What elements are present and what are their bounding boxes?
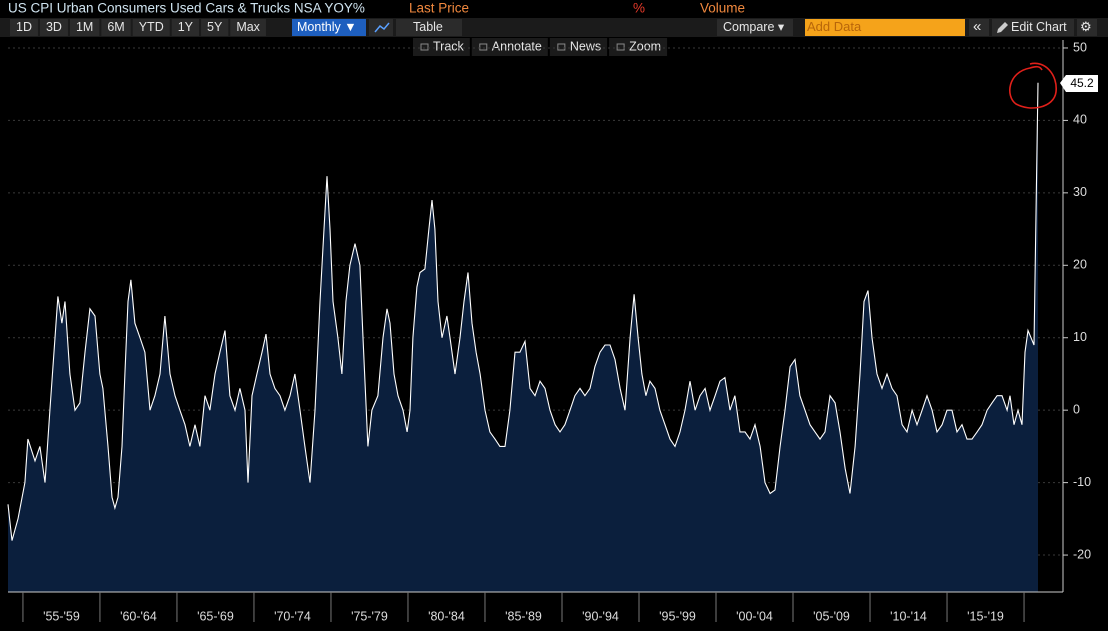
range-label: 1M	[76, 20, 93, 34]
add-data-placeholder: Add Data	[807, 19, 862, 34]
chart-type-icon	[374, 22, 390, 33]
x-tick-label: '70-'74	[274, 609, 311, 623]
area-fill	[8, 82, 1038, 592]
x-tick-label: '55-'59	[43, 609, 80, 623]
range-label: 5Y	[207, 20, 223, 34]
range-button[interactable]	[101, 19, 131, 36]
y-tick-label: 30	[1073, 185, 1087, 199]
table-label: Table	[413, 20, 443, 34]
x-tick-label: '80-'84	[428, 609, 465, 623]
x-tick-label: '75-'79	[351, 609, 388, 623]
security-title: US CPI Urban Consumers Used Cars & Truck…	[8, 1, 365, 16]
settings-icon: ⚙	[1080, 19, 1092, 34]
tool-button[interactable]	[549, 38, 608, 56]
x-tick-label: '60-'64	[120, 609, 157, 623]
legend-volume: Volume	[700, 1, 745, 16]
tool-button[interactable]	[609, 38, 668, 56]
last-value-label: 45.2	[1070, 76, 1094, 90]
y-tick-label: 20	[1073, 258, 1087, 272]
tool-button[interactable]	[413, 38, 470, 56]
range-button[interactable]	[132, 19, 170, 36]
x-tick-label: '15-'19	[967, 609, 1004, 623]
x-tick-label: '65-'69	[197, 609, 234, 623]
tool-label: Track	[433, 39, 465, 53]
compare-label: Compare ▾	[723, 20, 785, 34]
x-tick-label: '05-'09	[813, 609, 850, 623]
frequency-button[interactable]	[292, 19, 366, 36]
last-value-box	[1060, 75, 1098, 92]
edit-icon	[997, 22, 1008, 33]
range-button[interactable]	[201, 19, 229, 36]
add-data-input[interactable]	[805, 19, 965, 36]
tool-icon	[420, 43, 429, 51]
legend-entry: Last Price	[409, 1, 469, 16]
range-label: 1D	[16, 20, 32, 34]
range-label: 3D	[46, 20, 62, 34]
range-label: 6M	[107, 20, 124, 34]
range-button[interactable]	[69, 19, 100, 36]
range-button[interactable]	[39, 19, 68, 36]
frequency-label: Monthly ▼	[297, 20, 357, 34]
collapse-button[interactable]	[969, 19, 989, 36]
x-tick-label: '90-'94	[582, 609, 619, 623]
settings-button[interactable]	[1077, 19, 1097, 36]
range-label: 1Y	[178, 20, 194, 34]
y-tick-label: 40	[1073, 113, 1087, 127]
tool-button[interactable]	[471, 38, 548, 56]
range-button[interactable]	[230, 19, 266, 36]
range-button[interactable]	[10, 19, 38, 36]
series-line	[7, 82, 1039, 541]
tool-label: News	[570, 39, 601, 53]
y-tick-label: 10	[1073, 330, 1087, 344]
y-tick-label: -10	[1073, 475, 1091, 489]
x-tick-label: '95-'99	[659, 609, 696, 623]
tool-label: Zoom	[629, 39, 661, 53]
range-label: YTD	[139, 20, 164, 34]
edit-chart-label: Edit Chart	[1011, 20, 1067, 34]
compare-button[interactable]	[717, 19, 793, 36]
y-tick-label: -20	[1073, 547, 1091, 561]
tool-icon	[479, 43, 488, 51]
tool-icon	[616, 43, 625, 51]
range-label: Max	[236, 20, 260, 34]
table-button[interactable]	[396, 19, 462, 36]
x-tick-label: '00-'04	[736, 609, 773, 623]
edit-chart-button[interactable]	[992, 19, 1074, 36]
range-button[interactable]	[171, 19, 200, 36]
x-tick-label: '85-'89	[505, 609, 542, 623]
tool-icon	[557, 43, 566, 51]
legend-unit: %	[633, 1, 645, 16]
y-tick-label: 50	[1073, 40, 1087, 54]
hand-drawn-circle	[1009, 62, 1057, 109]
tool-label: Annotate	[492, 39, 542, 53]
x-tick-label: '10-'14	[890, 609, 927, 623]
collapse-label: «	[973, 18, 981, 35]
y-tick-label: 0	[1073, 402, 1080, 416]
